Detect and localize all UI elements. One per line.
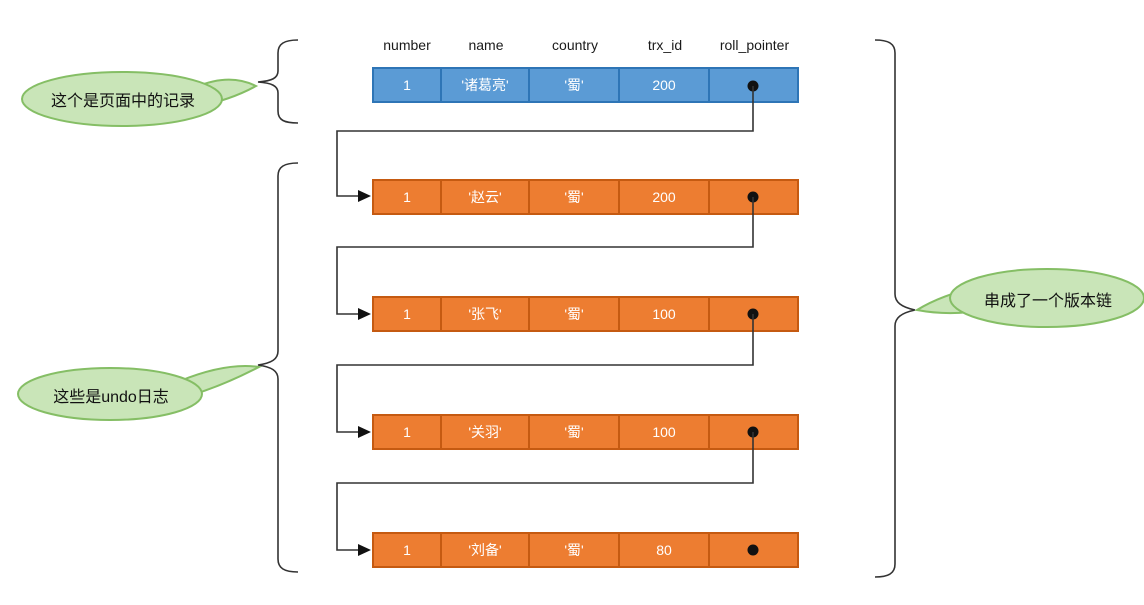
cell-roll-pointer	[710, 181, 797, 213]
cell-country: '蜀'	[530, 534, 620, 566]
page-record-row: 1 '诸葛亮' '蜀' 200	[372, 67, 799, 103]
cell-number: 1	[374, 181, 442, 213]
cell-name: '诸葛亮'	[442, 69, 530, 101]
undo-log-row: 1 '赵云' '蜀' 200	[372, 179, 799, 215]
undo-log-row: 1 '张飞' '蜀' 100	[372, 296, 799, 332]
cell-name: '张飞'	[442, 298, 530, 330]
cell-country: '蜀'	[530, 69, 620, 101]
cell-roll-pointer	[710, 69, 797, 101]
cell-trx-id: 200	[620, 181, 710, 213]
brace-version-chain	[874, 39, 916, 578]
undo-log-row: 1 '刘备' '蜀' 80	[372, 532, 799, 568]
cell-roll-pointer	[710, 298, 797, 330]
cell-roll-pointer	[710, 534, 797, 566]
brace-page-record	[257, 39, 299, 124]
cell-country: '蜀'	[530, 181, 620, 213]
cell-number: 1	[374, 298, 442, 330]
column-header-row: number name country trx_id roll_pointer	[372, 34, 799, 56]
cell-trx-id: 100	[620, 298, 710, 330]
cell-trx-id: 200	[620, 69, 710, 101]
cell-country: '蜀'	[530, 416, 620, 448]
column-header-trx-id: trx_id	[647, 37, 683, 53]
cell-name: '赵云'	[442, 181, 530, 213]
arrowhead-icon	[358, 190, 371, 556]
cell-number: 1	[374, 69, 442, 101]
cell-trx-id: 100	[620, 416, 710, 448]
undo-log-row: 1 '关羽' '蜀' 100	[372, 414, 799, 450]
cell-name: '刘备'	[442, 534, 530, 566]
cell-roll-pointer	[710, 416, 797, 448]
cell-number: 1	[374, 416, 442, 448]
cell-country: '蜀'	[530, 298, 620, 330]
callout-text-version-chain: 串成了一个版本链	[983, 293, 1112, 310]
column-header-number: number	[383, 37, 431, 53]
column-header-name: name	[468, 37, 504, 53]
cell-trx-id: 80	[620, 534, 710, 566]
column-header-roll-pointer: roll_pointer	[719, 37, 790, 53]
cell-number: 1	[374, 534, 442, 566]
brace-undo-logs	[257, 162, 299, 573]
column-header-country: country	[552, 37, 598, 53]
cell-name: '关羽'	[442, 416, 530, 448]
callout-text-page-record: 这个是页面中的记录	[50, 93, 195, 110]
callout-text-undo-logs: 这些是undo日志	[53, 389, 169, 406]
